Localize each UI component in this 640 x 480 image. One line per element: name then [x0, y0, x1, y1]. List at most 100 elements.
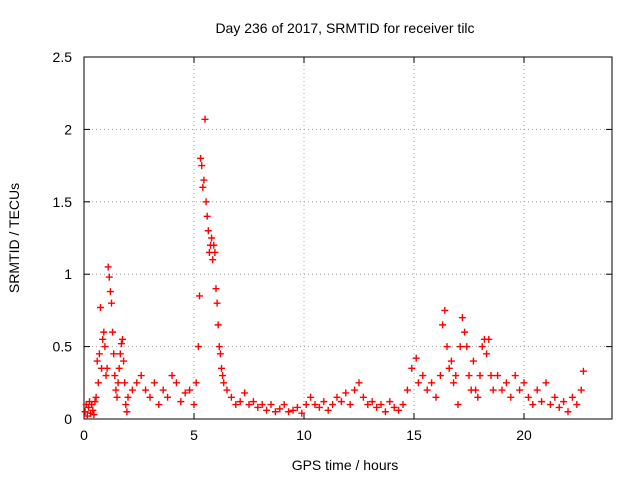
- data-point: [551, 393, 559, 401]
- data-point: [483, 350, 491, 358]
- data-point: [92, 393, 100, 401]
- data-point: [351, 386, 359, 394]
- chart-title: Day 236 of 2017, SRMTID for receiver til…: [215, 20, 474, 36]
- data-point: [93, 357, 101, 365]
- data-point: [412, 354, 420, 362]
- x-tick-label: 5: [190, 427, 198, 443]
- data-point: [498, 386, 506, 394]
- data-point: [197, 154, 205, 162]
- data-point: [232, 401, 240, 409]
- grid-lines: [84, 57, 612, 419]
- data-point: [324, 406, 332, 414]
- plot-frame: [83, 56, 613, 420]
- data-point: [208, 234, 216, 242]
- data-point: [114, 379, 122, 387]
- data-point: [102, 372, 110, 380]
- data-point: [476, 372, 484, 380]
- data-point: [211, 248, 219, 256]
- data-point: [443, 343, 451, 351]
- data-point: [142, 386, 150, 394]
- data-point: [202, 198, 210, 206]
- data-point: [90, 411, 98, 419]
- data-point: [213, 299, 221, 307]
- data-point: [133, 379, 141, 387]
- data-point: [441, 306, 449, 314]
- axis-ticks: [83, 56, 612, 420]
- data-point: [120, 357, 128, 365]
- data-point: [198, 162, 206, 170]
- data-point: [355, 379, 363, 387]
- x-tick-label: 15: [406, 427, 422, 443]
- data-point: [119, 335, 126, 343]
- data-point: [245, 401, 253, 409]
- data-point: [210, 241, 218, 249]
- data-point: [105, 273, 113, 281]
- data-point: [414, 379, 422, 387]
- data-point: [377, 401, 385, 409]
- data-point: [368, 398, 376, 406]
- data-point: [219, 372, 227, 380]
- data-point: [101, 343, 109, 351]
- data-point: [474, 393, 482, 401]
- data-point: [190, 401, 198, 409]
- data-point: [298, 409, 306, 417]
- data-point: [560, 398, 568, 406]
- data-point: [285, 408, 293, 416]
- data-point: [116, 350, 124, 358]
- data-point: [419, 372, 427, 380]
- data-point: [454, 401, 462, 409]
- y-tick-label: 2: [64, 121, 72, 137]
- data-point: [186, 386, 194, 394]
- data-point: [463, 343, 471, 351]
- data-point: [315, 403, 323, 411]
- data-point: [516, 386, 524, 394]
- data-point: [461, 328, 469, 336]
- y-axis-label: SRMTID / TECUs: [6, 183, 22, 293]
- data-point: [216, 350, 224, 358]
- data-point: [346, 401, 354, 409]
- data-point: [472, 386, 480, 394]
- data-point: [196, 292, 203, 300]
- data-point: [511, 372, 519, 380]
- data-point: [137, 372, 145, 380]
- data-point: [439, 321, 447, 329]
- data-point: [155, 401, 163, 409]
- y-tick-label: 1.5: [53, 194, 73, 210]
- x-tick-label: 20: [516, 427, 532, 443]
- data-point: [568, 393, 576, 401]
- data-point: [271, 408, 279, 416]
- data-point: [223, 386, 231, 394]
- data-point: [573, 401, 581, 409]
- data-point: [507, 393, 515, 401]
- data-point: [201, 115, 209, 123]
- data-point: [577, 386, 585, 394]
- data-point: [214, 321, 222, 329]
- data-point: [489, 386, 497, 394]
- data-point: [128, 386, 136, 394]
- y-tick-label: 1: [64, 266, 72, 282]
- data-point: [177, 398, 185, 406]
- data-point: [452, 372, 460, 380]
- data-point: [546, 401, 554, 409]
- data-point: [337, 398, 345, 406]
- data-point: [109, 328, 117, 336]
- data-point: [254, 403, 262, 411]
- data-point: [329, 401, 337, 409]
- data-point: [199, 183, 207, 191]
- data-points: [81, 115, 587, 420]
- data-point: [485, 335, 493, 343]
- y-tick-label: 2.5: [53, 49, 73, 65]
- data-point: [267, 401, 275, 409]
- data-point: [533, 386, 541, 394]
- y-tick-label: 0.5: [53, 339, 73, 355]
- data-point: [115, 364, 123, 372]
- data-point: [423, 386, 431, 394]
- data-point: [276, 405, 284, 413]
- data-point: [94, 379, 102, 387]
- x-axis-label: GPS time / hours: [292, 457, 399, 473]
- data-point: [227, 393, 235, 401]
- data-point: [502, 379, 510, 387]
- data-point: [181, 389, 189, 397]
- data-point: [104, 263, 112, 271]
